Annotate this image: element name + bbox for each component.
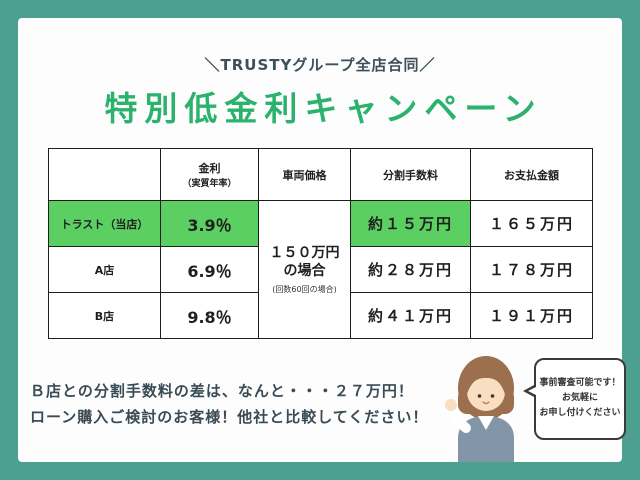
total-trust: １６５万円: [470, 200, 593, 247]
header-rate-sublabel: （実質年率）: [182, 179, 237, 189]
header-fee: 分割手数料: [350, 148, 471, 201]
vehicle-price-line2: の場合: [283, 263, 326, 279]
campaign-title: 特別低金利キャンペーン: [104, 89, 543, 128]
header-rate-label: 金利: [198, 162, 221, 175]
shop-name-b: B店: [48, 292, 161, 339]
rate-trust: 3.9％: [160, 200, 259, 247]
loan-comparison-table: 金利 （実質年率） 車両価格 分割手数料 お支払金額 トラスト（当店） 3.9％…: [48, 148, 593, 339]
table-row-shop-a: A店 6.9％ 約２８万円 １７８万円: [48, 246, 593, 293]
shop-name-a: A店: [48, 246, 161, 293]
shirt-collar: [478, 416, 494, 430]
vehicle-price-line1: １５０万円: [269, 244, 340, 261]
rate-b: 9.8％: [160, 292, 259, 339]
vest-shape: [458, 416, 514, 462]
header-blank: [48, 148, 161, 201]
waving-hand: [445, 399, 457, 411]
table-row-shop-b: B店 9.8％ 約４１万円 １９１万円: [48, 292, 593, 339]
campaign-tagline: ＼TRUSTYグループ全店合同／: [204, 56, 436, 74]
fee-a: 約２８万円: [350, 246, 471, 293]
vehicle-price-note: (回数60回の場合): [272, 285, 337, 295]
waving-arm: [447, 405, 471, 433]
rate-a: 6.9％: [160, 246, 259, 293]
footer-message-difference: Ｂ店との分割手数料の差は、なんと・・・２７万円！: [30, 382, 414, 400]
speech-bubble-line3: お申し付けください: [539, 407, 621, 418]
vehicle-price-cell: １５０万円 の場合 (回数60回の場合): [258, 200, 351, 339]
table-row-trust: トラスト（当店） 3.9％ １５０万円 の場合 (回数60回の場合) 約１５万円…: [48, 200, 593, 339]
speech-bubble: 事前審査可能です！ お気軽に お申し付けください: [523, 358, 626, 440]
total-b: １９１万円: [470, 292, 593, 339]
speech-bubble-line1: 事前審査可能です！: [539, 378, 621, 389]
speech-bubble-line2: お気軽に: [561, 393, 598, 404]
face-shape: [467, 373, 505, 411]
fee-b: 約４１万円: [350, 292, 471, 339]
header-rate: 金利 （実質年率）: [160, 148, 259, 201]
header-total: お支払金額: [470, 148, 593, 201]
flyer-panel: ＼TRUSTYグループ全店合同／ 特別低金利キャンペーン 金利 （実質年率） 車…: [18, 18, 626, 462]
footer-message-compare: ローン購入ご検討のお客様！他社と比較してください！: [30, 408, 429, 426]
table-header-row: 金利 （実質年率） 車両価格 分割手数料 お支払金額: [48, 148, 593, 201]
receptionist-illustration: [445, 356, 514, 462]
total-a: １７８万円: [470, 246, 593, 293]
fee-trust: 約１５万円: [350, 200, 471, 247]
header-price: 車両価格: [258, 148, 351, 201]
shop-name-trust: トラスト（当店）: [48, 200, 161, 247]
